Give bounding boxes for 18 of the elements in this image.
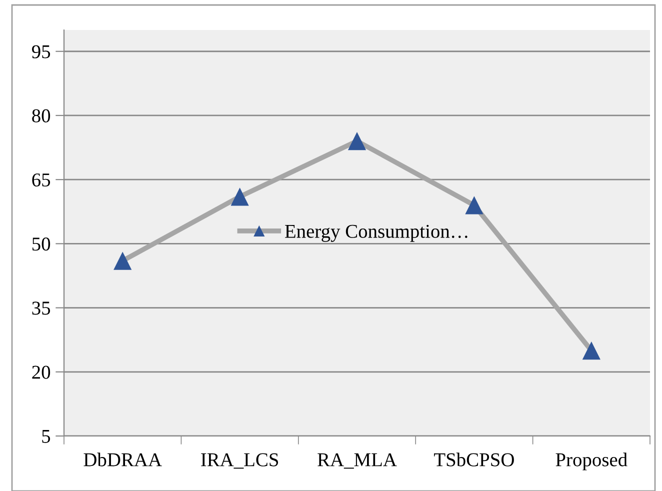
y-tick-label: 35 <box>32 302 50 315</box>
x-tick-label: DbDRAA <box>84 452 162 466</box>
y-tick-label: 95 <box>32 45 50 58</box>
legend-label: Energy Consumption… <box>285 224 468 242</box>
x-tick-label: TSbCPSO <box>434 452 514 466</box>
x-tick-label: IRA_LCS <box>201 453 278 469</box>
point <box>114 252 132 270</box>
x-tick-label: Proposed <box>556 452 628 470</box>
y-tick-label: 65 <box>32 173 50 187</box>
x-tick-label: RA_MLA <box>318 453 397 469</box>
y-tick-label: 80 <box>32 109 50 122</box>
point <box>348 132 366 150</box>
point <box>465 196 484 214</box>
point <box>230 188 249 206</box>
y-tick-label: 5 <box>42 430 50 443</box>
y-tick-label: 50 <box>32 238 50 251</box>
y-tick-label: 20 <box>32 366 50 379</box>
point <box>582 341 600 360</box>
